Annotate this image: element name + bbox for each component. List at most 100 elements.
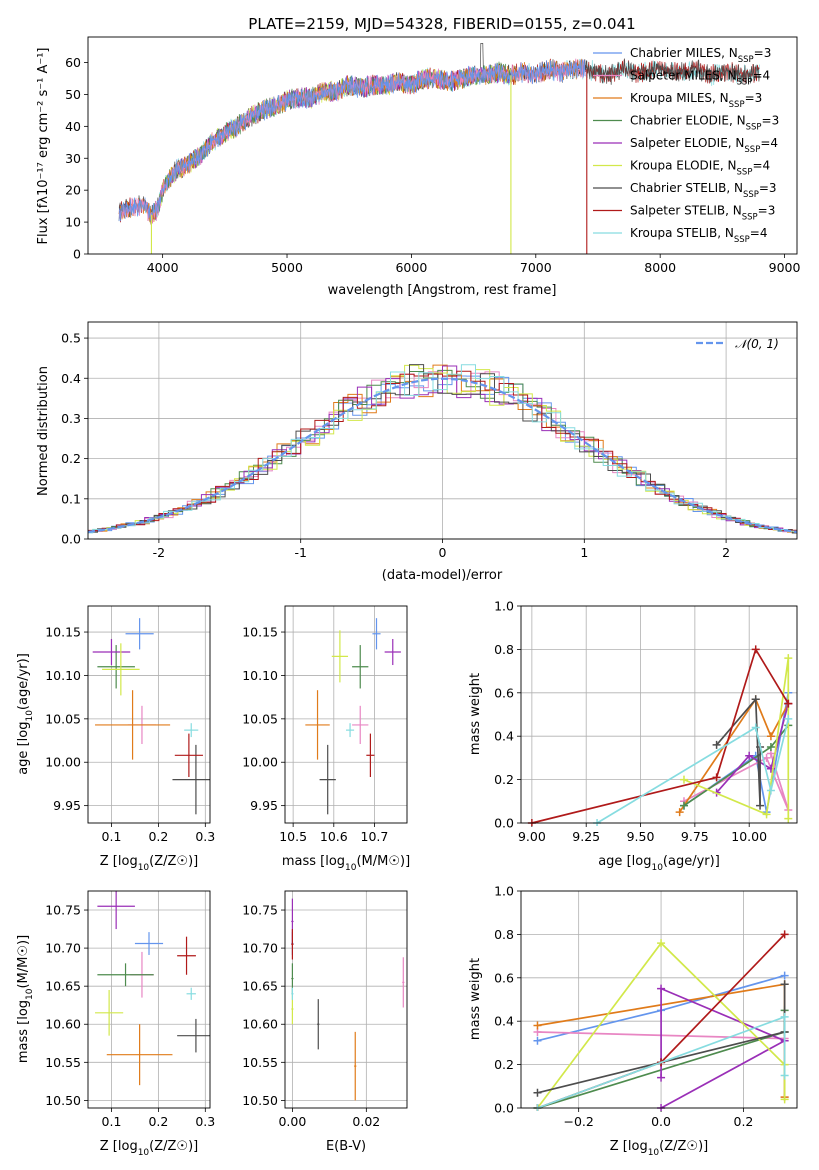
weight-marker [784, 814, 793, 823]
x-tick-label: -1 [294, 545, 306, 560]
x-tick-label: 0.0 [651, 1114, 671, 1129]
histograms [88, 364, 797, 534]
x-tick-label: 0.3 [195, 1114, 215, 1129]
weight-line-salpeter-elodie [660, 987, 787, 1109]
y-tick-label: 0.3 [61, 411, 81, 426]
x-tick-label: 7000 [520, 260, 552, 275]
x-tick-label: 0.2 [148, 829, 168, 844]
residual-xlabel: (data-model)/error [382, 568, 503, 583]
y-tick-label: 0.6 [494, 970, 514, 985]
mwAge-xlabel: age [log10(age/yr)] [598, 854, 720, 873]
weight-marker [679, 801, 688, 810]
weight-marker [675, 808, 684, 817]
y-tick-label: 60 [65, 55, 81, 70]
mass-vs-ebv-panel: 0.00 0.02 10.50 10.55 10.60 10.65 10.70 10.75 [242, 890, 408, 1129]
y-tick-label: 0.8 [494, 927, 514, 942]
y-tick-label: 0.0 [494, 816, 514, 831]
weight-line-salpeter-stelib [531, 647, 790, 824]
histogram-salpeter-stelib [88, 370, 797, 534]
spectrum-legend: Chabrier MILES, NSSP=3 Salpeter MILES, NS… [593, 46, 779, 245]
weight-line-chabrier-stelib [537, 984, 786, 1094]
spectrum-line-kroupa-miles [118, 58, 586, 224]
y-tick-label: 10.50 [45, 1093, 81, 1108]
weight-marker [780, 1012, 789, 1021]
x-tick-label: 0.1 [102, 829, 122, 844]
y-tick-label: 20 [65, 183, 81, 198]
y-tick-label: 0.4 [494, 1014, 514, 1029]
residual-histogram-panel: -2 -1 0 1 2 0.0 0.1 0.2 0.3 0.4 0.5 𝒩(0, 1) [61, 321, 798, 560]
y-tick-label: 10 [65, 215, 81, 230]
x-tick-label: 8000 [644, 260, 676, 275]
x-tick-label: 9.00 [518, 829, 546, 844]
spectrum-xlabel: wavelength [Angstrom, rest frame] [328, 283, 557, 298]
weight-marker [533, 1021, 542, 1030]
weight-marker [751, 695, 760, 704]
spectrum-line-chabrier-miles [118, 59, 586, 222]
x-tick-label: 9.75 [681, 829, 709, 844]
weight-marker [756, 801, 765, 810]
errorbars [305, 618, 401, 815]
legend-label: Chabrier STELIB, NSSP=3 [630, 181, 777, 200]
axes-frame [87, 605, 211, 824]
weight-marker [766, 732, 775, 741]
y-tick-label: 9.95 [53, 798, 81, 813]
y-tick-label: 0.2 [494, 772, 514, 787]
y-tick-label: 10.65 [242, 979, 278, 994]
weight-marker [712, 740, 721, 749]
ageZ-ylabel: age [log10(age/yr)] [16, 653, 35, 775]
mwZ-xlabel: Z [log10(Z/Z☉)] [610, 1139, 708, 1158]
legend-label: Kroupa STELIB, NSSP=4 [630, 226, 768, 245]
errorbars [291, 898, 405, 1101]
ageM-xlabel: mass [log10(M/M☉)] [282, 854, 410, 873]
age-vs-mass-panel: 10.5 10.6 10.7 9.95 10.00 10.05 10.10 10.15 [242, 605, 408, 844]
axes-frame [520, 605, 798, 824]
weight-marker [766, 743, 775, 752]
legend-label: Salpeter STELIB, NSSP=3 [630, 204, 775, 223]
weight-marker [679, 775, 688, 784]
spectrum-lines [118, 43, 760, 254]
legend-label: Salpeter MILES, NSSP=4 [630, 69, 770, 88]
weight-marker [657, 1073, 666, 1082]
weight-marker [762, 810, 771, 819]
x-tick-label: 10.6 [320, 829, 348, 844]
axes-frame [87, 890, 211, 1109]
y-tick-label: 10.65 [45, 979, 81, 994]
y-tick-label: 10.55 [45, 1055, 81, 1070]
y-tick-label: 0.5 [61, 331, 81, 346]
mwZ-ylabel: mass weight [468, 958, 483, 1040]
spectrum-panel: 4000 5000 6000 7000 8000 9000 0 10 20 30 40 50 60 Cha… [65, 36, 801, 275]
y-tick-label: 10.50 [242, 1093, 278, 1108]
y-tick-label: 0.1 [61, 491, 81, 506]
x-tick-label: 9.50 [627, 829, 655, 844]
y-tick-label: 10.10 [242, 668, 278, 683]
weight-line-kroupa-elodie [683, 657, 790, 819]
y-tick-label: 0.0 [494, 1101, 514, 1116]
x-tick-label: 0.02 [352, 1114, 380, 1129]
legend-label: Chabrier MILES, NSSP=3 [630, 46, 771, 65]
y-tick-label: 10.05 [45, 711, 81, 726]
axes-frame [284, 890, 408, 1109]
x-tick-label: 0.1 [102, 1114, 122, 1129]
weight-marker [784, 714, 793, 723]
weight-marker [657, 984, 666, 993]
weight-marker [780, 930, 789, 939]
x-tick-label: 10.00 [731, 829, 767, 844]
weight-marker [533, 1036, 542, 1045]
x-tick-label: 0.2 [148, 1114, 168, 1129]
x-tick-label: 6000 [395, 260, 427, 275]
errorbars [95, 891, 210, 1086]
mass-weight-vs-metallicity-panel: −0.2 0.0 0.2 0.0 0.2 0.4 0.6 0.8 1.0 [494, 884, 798, 1129]
y-tick-label: 10.15 [242, 625, 278, 640]
x-tick-label: 0.3 [195, 829, 215, 844]
y-tick-label: 10.70 [45, 941, 81, 956]
x-tick-label: 9000 [769, 260, 801, 275]
y-tick-label: 10.60 [45, 1017, 81, 1032]
mZ-ylabel: mass [log10(M/M☉)] [16, 935, 35, 1063]
weight-marker [780, 980, 789, 989]
spectrum-ylabel: Flux [fλ10⁻¹⁷ erg cm⁻² s⁻¹ A⁻¹] [36, 48, 51, 245]
y-tick-label: 10.70 [242, 941, 278, 956]
y-tick-label: 10.10 [45, 668, 81, 683]
mass-vs-metallicity-panel: 0.1 0.2 0.3 10.50 10.55 10.60 10.65 10.70 10.75 [45, 890, 215, 1129]
x-tick-label: 10.5 [279, 829, 307, 844]
x-tick-label: 4000 [147, 260, 179, 275]
